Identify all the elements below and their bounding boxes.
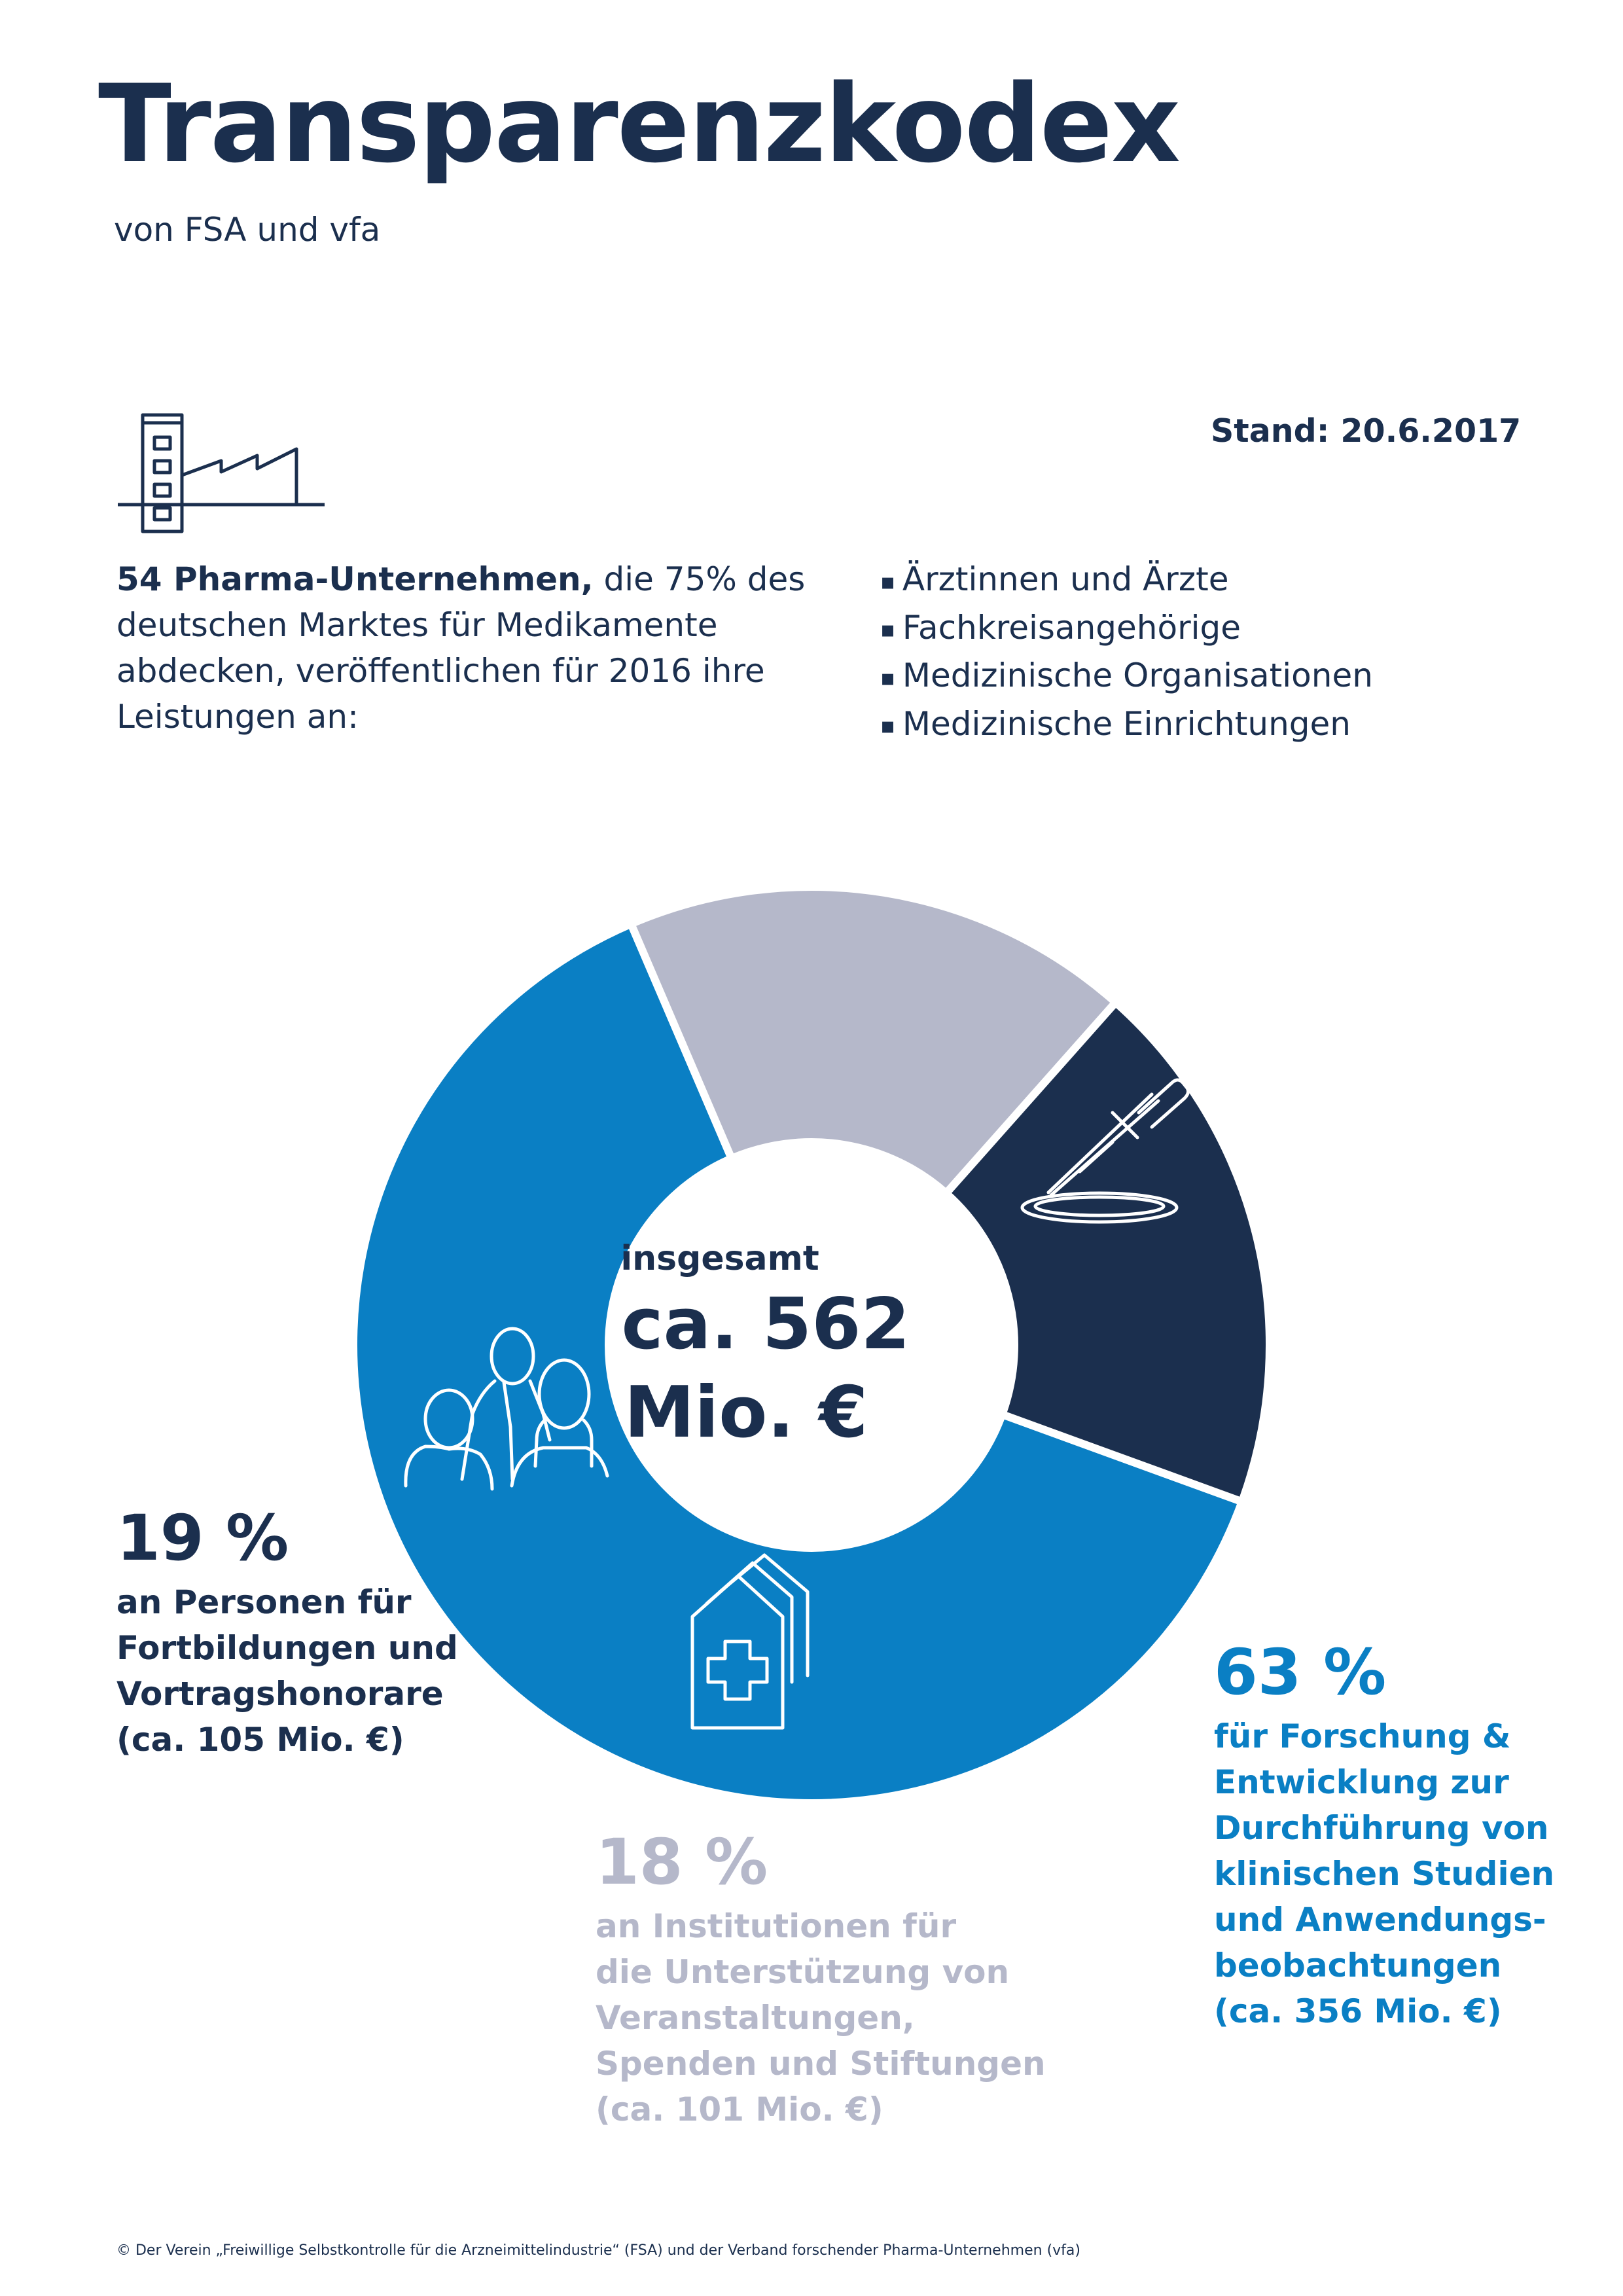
recipient-list: Ärztinnen und Ärzte Fachkreisangehörige … <box>880 556 1373 749</box>
persons-desc-line: Fortbildungen und <box>116 1628 458 1667</box>
page-title: Transparenzkodex <box>98 62 1181 187</box>
pipette-petri-dish-icon <box>1020 1078 1190 1224</box>
center-label: insgesamt <box>620 1239 819 1278</box>
recipient-item: Medizinische Organisationen <box>880 653 1373 701</box>
research-desc-line: Durchführung von <box>1214 1808 1549 1847</box>
research-desc-line: beobachtungen <box>1214 1946 1502 1984</box>
persons-description: an Personen für Fortbildungen und Vortra… <box>116 1579 483 1763</box>
institutions-block: 18 % an Institutionen für die Unterstütz… <box>596 1829 1067 2132</box>
institutions-amount: (ca. 101 Mio. €) <box>596 2090 883 2128</box>
center-value-line1: ca. 562 <box>622 1283 910 1365</box>
intro-text: 54 Pharma-Unternehmen, die 75% des deuts… <box>116 556 889 740</box>
recipient-item: Ärztinnen und Ärzte <box>880 556 1373 605</box>
research-amount: (ca. 356 Mio. €) <box>1214 1992 1502 2030</box>
slice-research <box>349 918 1247 1808</box>
persons-percent: 19 % <box>116 1501 289 1575</box>
footer-copyright: © Der Verein „Freiwillige Selbstkontroll… <box>116 2242 1080 2259</box>
research-desc-line: und Anwendungs- <box>1214 1900 1546 1939</box>
factory-icon <box>118 413 325 533</box>
research-desc-line: für Forschung & <box>1214 1717 1511 1755</box>
slice-institutions <box>626 883 1122 1199</box>
stand-date: Stand: 20.6.2017 <box>1211 412 1522 450</box>
slice-persons <box>940 997 1274 1507</box>
institutions-percent: 18 % <box>596 1825 768 1899</box>
people-icon <box>404 1327 609 1491</box>
institutions-desc-line: die Unterstützung von <box>596 1952 1010 1991</box>
persons-amount: (ca. 105 Mio. €) <box>116 1720 404 1759</box>
persons-desc-line: an Personen für <box>116 1583 412 1621</box>
page-subtitle: von FSA und vfa <box>114 211 381 249</box>
research-percent: 63 % <box>1214 1636 1387 1709</box>
persons-desc-line: Vortragshonorare <box>116 1674 444 1713</box>
persons-block: 19 % an Personen für Fortbildungen und V… <box>116 1505 483 1763</box>
intro-rest: die 75% des deutschen Marktes für Medika… <box>116 560 806 736</box>
institutions-description: an Institutionen für die Unterstützung v… <box>596 1903 1067 2132</box>
recipient-item: Medizinische Einrichtungen <box>880 701 1373 749</box>
research-desc-line: klinischen Studien <box>1214 1854 1555 1893</box>
research-description: für Forschung & Entwicklung zur Durchfüh… <box>1214 1713 1580 2034</box>
institutions-desc-line: Spenden und Stiftungen <box>596 2044 1046 2083</box>
intro-bold: 54 Pharma-Unternehmen, <box>116 560 594 598</box>
center-value-line2: Mio. € <box>624 1372 868 1454</box>
donut-slices <box>349 883 1274 1808</box>
hospital-icon <box>690 1553 810 1730</box>
institutions-desc-line: an Institutionen für <box>596 1907 957 1945</box>
institutions-desc-line: Veranstaltungen, <box>596 1998 915 2037</box>
research-desc-line: Entwicklung zur <box>1214 1763 1509 1801</box>
recipient-item: Fachkreisangehörige <box>880 605 1373 653</box>
research-block: 63 % für Forschung & Entwicklung zur Dur… <box>1214 1640 1580 2034</box>
